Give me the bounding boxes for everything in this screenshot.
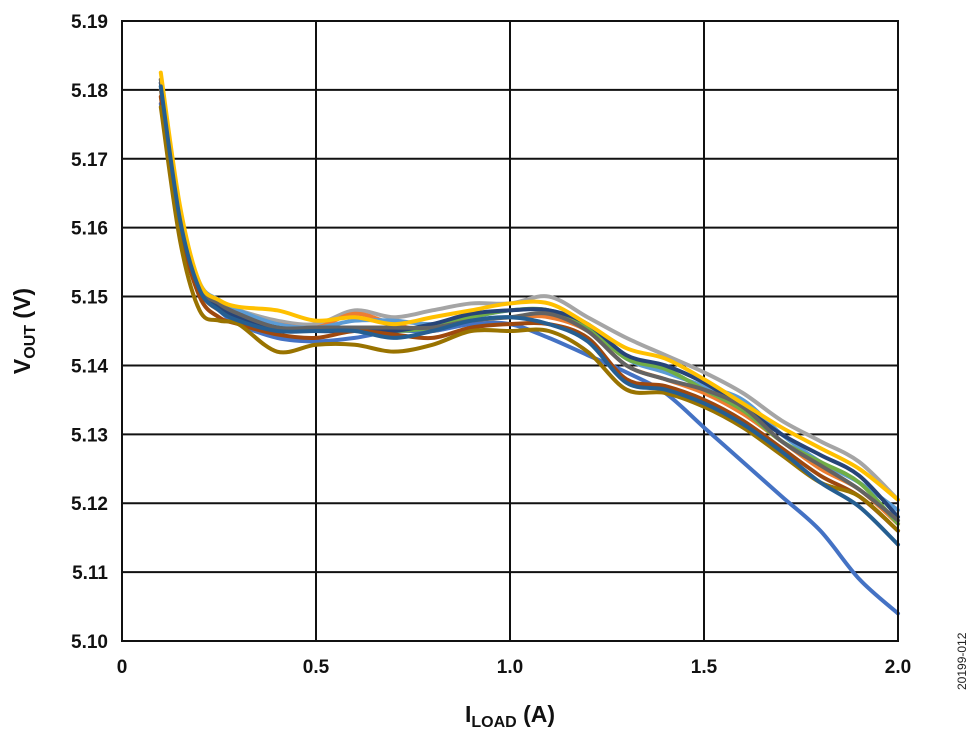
- y-axis-title: VOUT (V): [9, 288, 39, 374]
- y-tick-label: 5.19: [71, 12, 108, 33]
- series-line-11: [158, 84, 900, 547]
- y-tick-label: 5.18: [71, 81, 108, 102]
- series-line-7: [158, 94, 900, 533]
- series-line-3: [158, 101, 900, 616]
- figure-id: 20199-012: [955, 632, 969, 690]
- y-tick-label: 5.11: [72, 563, 108, 584]
- y-tick-label: 5.17: [71, 150, 108, 171]
- x-tick-label: 0.5: [303, 657, 330, 678]
- x-tick-label: 0: [117, 657, 128, 678]
- y-tick-label: 5.13: [71, 425, 108, 446]
- plot-frame: [121, 20, 899, 642]
- y-tick-label: 5.10: [71, 632, 108, 653]
- x-tick-label: 2.0: [885, 657, 911, 678]
- series-line-9: [158, 70, 900, 502]
- y-tick-labels: 5.10 5.11 5.12 5.13 5.14 5.15 5.16 5.17 5.18 5.19: [71, 12, 108, 653]
- y-tick-label: 5.12: [71, 494, 108, 515]
- y-tick-label: 5.15: [71, 288, 108, 309]
- series-line-10: [158, 105, 900, 533]
- x-tick-label: 1.0: [497, 657, 523, 678]
- x-tick-labels: 0 0.5 1.0 1.5 2.0: [117, 657, 912, 678]
- y-tick-label: 5.16: [71, 219, 108, 240]
- x-tick-label: 1.5: [691, 657, 718, 678]
- series-lines: [158, 70, 900, 616]
- x-axis-title: ILOAD (A): [465, 701, 555, 731]
- y-tick-label: 5.14: [71, 356, 108, 377]
